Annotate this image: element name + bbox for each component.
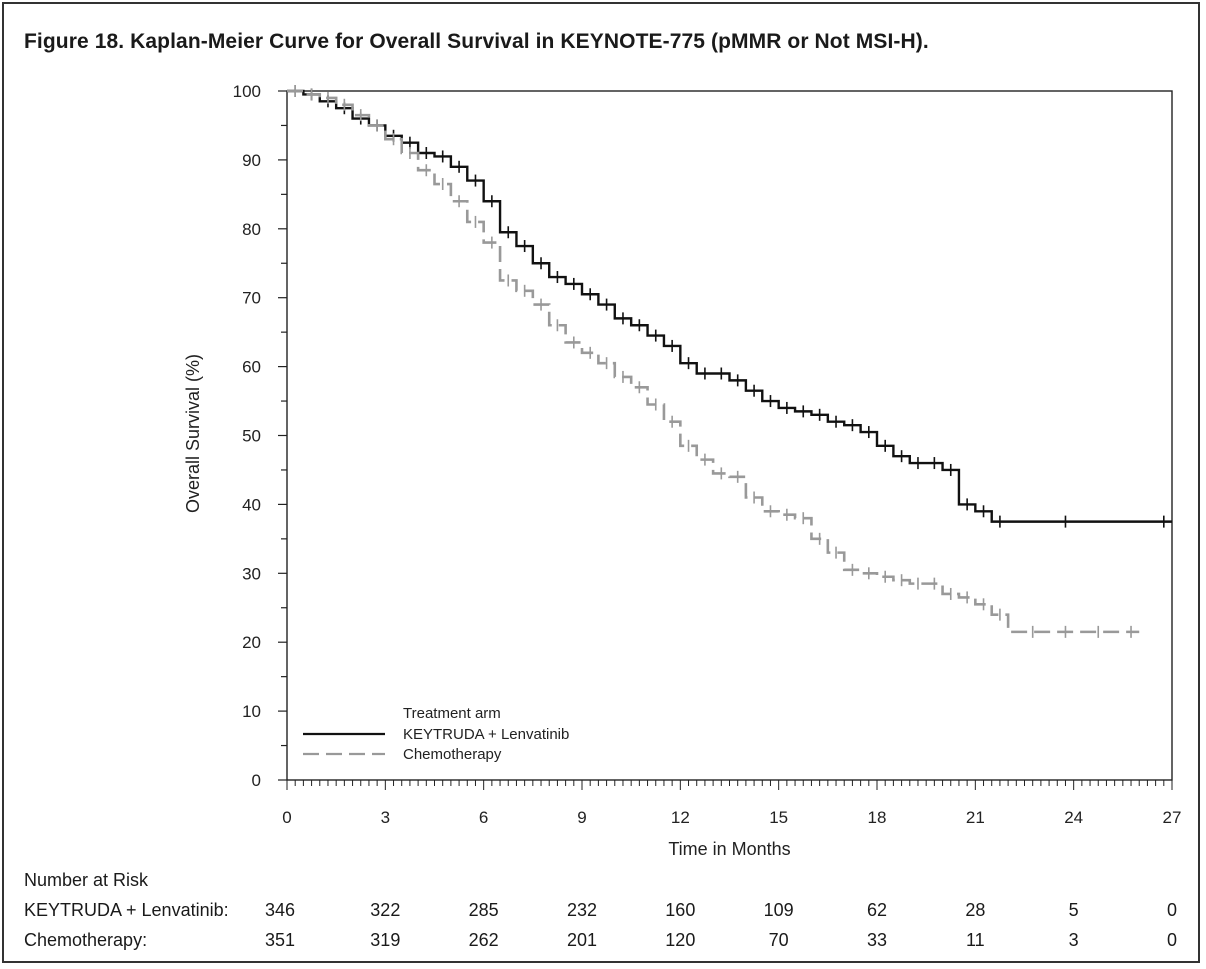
risk-value-chemo: 70	[768, 930, 789, 950]
y-tick-label: 100	[233, 82, 261, 101]
figure-title: Figure 18. Kaplan-Meier Curve for Overal…	[24, 30, 929, 53]
legend-title: Treatment arm	[403, 705, 501, 722]
legend-chemo-label: Chemotherapy	[403, 746, 502, 763]
risk-value-keytruda: 109	[763, 900, 794, 920]
y-tick-label: 10	[242, 702, 261, 721]
x-tick-label: 18	[868, 808, 887, 827]
x-tick-label: 6	[479, 808, 488, 827]
plot-area	[286, 90, 1173, 781]
x-tick-label: 15	[769, 808, 788, 827]
series-chemo-line	[287, 89, 1140, 634]
y-tick-label: 60	[242, 358, 261, 377]
y-tick-label: 0	[252, 771, 261, 790]
risk-row-label-keytruda: KEYTRUDA + Lenvatinib:	[24, 900, 229, 920]
risk-value-keytruda: 5	[1068, 900, 1079, 920]
risk-value-chemo: 351	[264, 930, 296, 950]
risk-row-label-chemo: Chemotherapy:	[24, 930, 148, 950]
y-axis-title: Overall Survival (%)	[183, 354, 203, 513]
x-tick-label: 3	[381, 808, 390, 827]
risk-value-keytruda: 346	[264, 900, 296, 920]
x-tick-label: 21	[966, 808, 985, 827]
x-tick-label: 27	[1163, 808, 1182, 827]
risk-value-chemo: 120	[665, 930, 696, 950]
risk-value-chemo: 11	[965, 930, 985, 950]
y-tick-label: 90	[242, 151, 261, 170]
y-tick-label: 30	[242, 564, 261, 583]
x-tick-label: 24	[1064, 808, 1083, 827]
series-keytruda-line	[287, 89, 1172, 523]
risk-value-keytruda: 232	[566, 900, 598, 920]
risk-value-chemo: 33	[866, 930, 888, 950]
x-tick-label: 0	[282, 808, 291, 827]
y-tick-label: 20	[242, 633, 261, 652]
x-tick-label: 9	[577, 808, 586, 827]
y-tick-label: 40	[242, 495, 261, 514]
risk-value-keytruda: 285	[468, 900, 499, 920]
legend-keytruda-label: KEYTRUDA + Lenvatinib	[403, 726, 569, 743]
risk-value-chemo: 262	[468, 930, 499, 950]
risk-value-chemo: 0	[1166, 930, 1177, 950]
y-tick-label: 70	[242, 289, 261, 308]
risk-value-keytruda: 0	[1166, 900, 1177, 920]
risk-value-keytruda: 322	[370, 900, 401, 920]
risk-value-chemo: 319	[370, 930, 401, 950]
y-tick-label: 80	[242, 220, 261, 239]
risk-value-chemo: 3	[1068, 930, 1079, 950]
x-tick-label: 12	[671, 808, 690, 827]
y-tick-label: 50	[242, 427, 261, 446]
risk-value-keytruda: 28	[965, 900, 986, 920]
risk-table-heading: Number at Risk	[24, 870, 149, 890]
x-axis-title: Time in Months	[668, 839, 790, 859]
risk-value-chemo: 201	[566, 930, 598, 950]
risk-value-keytruda: 62	[866, 900, 888, 920]
risk-value-keytruda: 160	[665, 900, 696, 920]
